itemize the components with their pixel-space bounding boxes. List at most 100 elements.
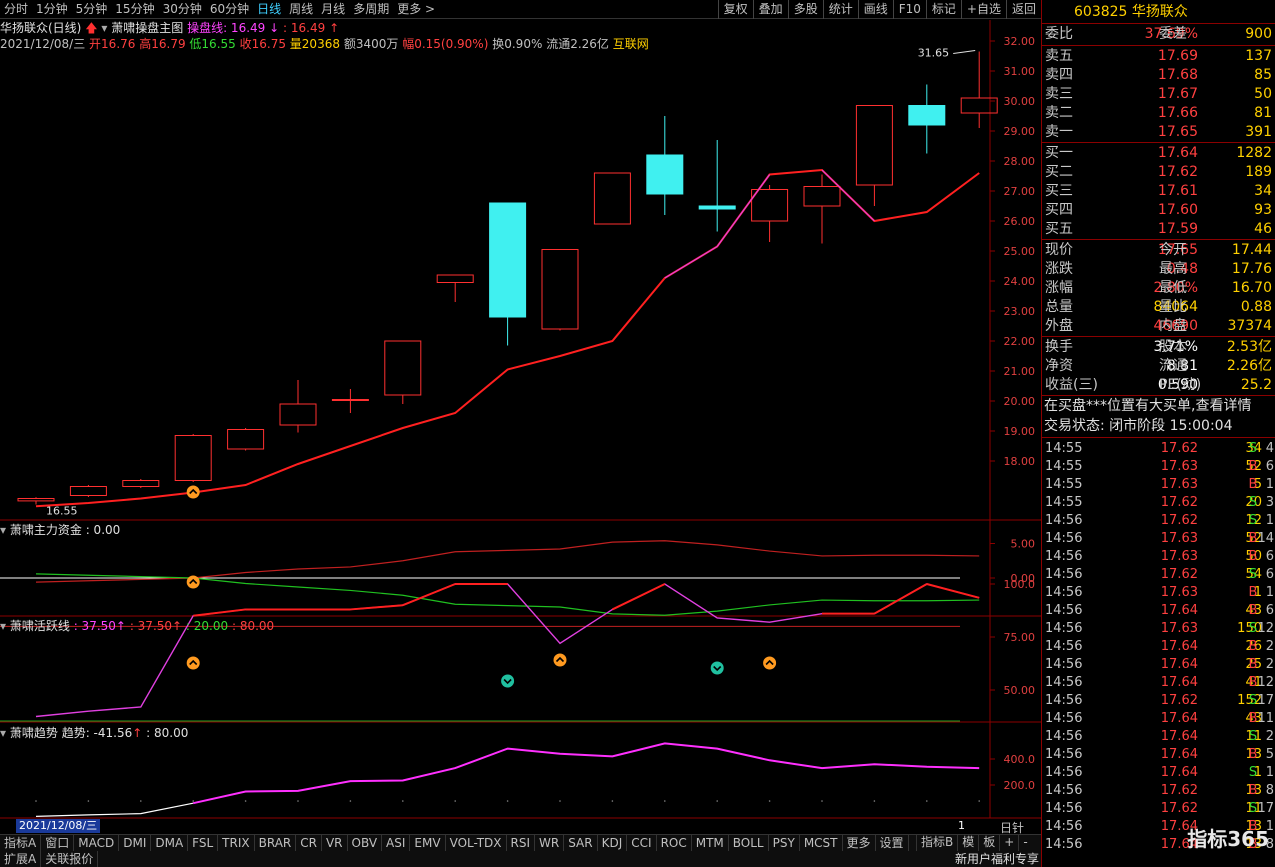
indicator-tab[interactable]: MTM [692,835,729,851]
candle[interactable] [593,172,631,225]
indicator-tab[interactable]: CCI [627,835,657,851]
indicator-tab[interactable]: 更多 [843,835,876,851]
sub3-title[interactable]: 萧啸趋势 [9,726,58,740]
indicator-tab[interactable]: DMA [151,835,189,851]
indicator-tab[interactable]: 设置 [876,835,909,851]
indicator-tab[interactable]: FSL [188,835,219,851]
indicator-tab[interactable]: SAR [564,835,598,851]
candle[interactable] [646,116,684,215]
indicator-right-tab[interactable]: 板 [978,834,999,851]
period-tab[interactable]: 更多 > [397,2,436,16]
dropdown-icon[interactable]: ▾ [101,21,108,35]
indicator-tab[interactable]: TRIX [218,835,255,851]
bottom-tab[interactable]: 关联报价 [41,851,99,867]
candle[interactable] [279,380,317,433]
dropdown-icon[interactable]: ▾ [0,619,7,633]
indicator-tab[interactable]: MACD [74,835,120,851]
candle[interactable] [908,84,946,154]
tick-row: 14:56 17.63 50 B 6 [1042,548,1275,566]
bottom-tab[interactable]: 扩展A [0,851,42,867]
indicator-tab[interactable]: OBV [348,835,383,851]
indicator-tab[interactable]: EMV [410,835,446,851]
candle[interactable] [541,249,579,331]
order-book-row[interactable]: 买四 17.60 93 [1042,201,1275,220]
tool-button[interactable]: 统计 [822,0,858,19]
period-tab[interactable]: 15分钟 [115,2,155,16]
indicator-tab[interactable]: 窗口 [41,835,75,851]
period-tab[interactable]: 多周期 [353,2,390,16]
indicator-tab[interactable]: WR [535,835,565,851]
candle[interactable] [331,389,369,413]
period-tab[interactable]: 5分钟 [75,2,108,16]
sub3-v2: : 80.00 [146,726,189,740]
candle[interactable] [436,274,474,302]
indicator-tab[interactable]: CR [296,835,322,851]
indicator-tab[interactable]: BOLL [729,835,769,851]
order-book-row[interactable]: 买五 17.59 46 [1042,220,1275,239]
sub1-title[interactable]: 萧啸主力资金 [9,523,82,537]
indicator-right-tab[interactable]: + [999,834,1018,851]
candle[interactable] [174,434,212,482]
tool-button[interactable]: +自选 [960,0,1006,19]
indicator-right-tab[interactable]: - [1018,834,1031,851]
tool-button[interactable]: 叠加 [752,0,788,19]
tool-button[interactable]: 画线 [857,0,893,19]
candle[interactable] [69,485,107,497]
candle[interactable] [227,428,265,451]
period-tab[interactable]: 日线 [257,2,282,16]
indicator-tab[interactable]: 指标A [0,835,42,851]
candle[interactable] [698,140,736,232]
promo-link[interactable]: 新用户福利专享 [955,852,1040,866]
order-book-row[interactable]: 卖四 17.68 85 [1042,66,1275,85]
sub2-title[interactable]: 萧啸活跃线 [9,619,70,633]
candle[interactable] [489,202,527,346]
indicator-right-tab[interactable]: 模 [957,834,978,851]
indicator-tab[interactable]: MCST [800,835,843,851]
tick-volume: 1 [1253,765,1262,780]
order-book-row[interactable]: 买三 17.61 34 [1042,182,1275,201]
big-order-notice[interactable]: 在买盘***位置有大买单,查看详情 [1044,398,1252,414]
candle[interactable] [17,497,55,505]
tool-button[interactable]: 多股 [787,0,823,19]
tool-button[interactable]: 标记 [925,0,961,19]
period-tab[interactable]: 周线 [289,2,314,16]
indicator-tab[interactable]: RSI [507,835,536,851]
order-book-row[interactable]: 买二 17.62 189 [1042,163,1275,182]
tool-button[interactable]: 复权 [717,0,753,19]
order-book-row[interactable]: 卖五 17.69 137 [1042,47,1275,66]
candle[interactable] [751,185,789,242]
dropdown-icon[interactable]: ▾ [0,726,7,740]
indicator-tab[interactable]: KDJ [598,835,628,851]
tool-button[interactable]: F10 [892,0,926,19]
tool-button[interactable]: 返回 [1005,0,1041,19]
indicator-tab[interactable]: ASI [382,835,411,851]
kline-chart[interactable]: 32.00 31.00 30.00 29.00 28.00 27.00 26.00 25.00… [0,20,1041,838]
indicator-tab[interactable]: VOL-TDX [446,835,507,851]
indicator-tab[interactable]: DMI [119,835,152,851]
indicator-tab[interactable]: VR [322,835,348,851]
tick-price: 17.62 [1160,441,1198,456]
period-tag[interactable]: 日针 [1000,821,1025,835]
order-book-row[interactable]: 买一 17.64 1282 [1042,144,1275,163]
candle[interactable] [960,51,998,129]
indicator-name[interactable]: 萧啸操盘主图 [111,21,184,35]
dropdown-icon[interactable]: ▾ [0,523,7,537]
period-tab[interactable]: 1分钟 [36,2,68,16]
period-tab[interactable]: 30分钟 [162,2,202,16]
period-tab[interactable]: 60分钟 [209,2,250,16]
indicator-tab[interactable]: BRAR [255,835,297,851]
candle[interactable] [855,105,893,207]
candle[interactable] [384,340,422,404]
bar-sector[interactable]: 互联网 [612,37,649,51]
period-tab[interactable]: 月线 [321,2,346,16]
order-book-row[interactable]: 卖二 17.66 81 [1042,104,1275,123]
candle-body [122,480,160,487]
order-book-row[interactable]: 卖一 17.65 391 [1042,123,1275,142]
order-book-row[interactable]: 卖三 17.67 50 [1042,85,1275,104]
indicator-tab[interactable]: PSY [769,835,800,851]
candle[interactable] [803,174,841,244]
indicator-tab[interactable]: ROC [657,835,692,851]
candle[interactable] [122,479,160,488]
period-tab[interactable]: 分时 [4,2,29,16]
indicator-right-tab[interactable]: 指标B [916,834,957,851]
